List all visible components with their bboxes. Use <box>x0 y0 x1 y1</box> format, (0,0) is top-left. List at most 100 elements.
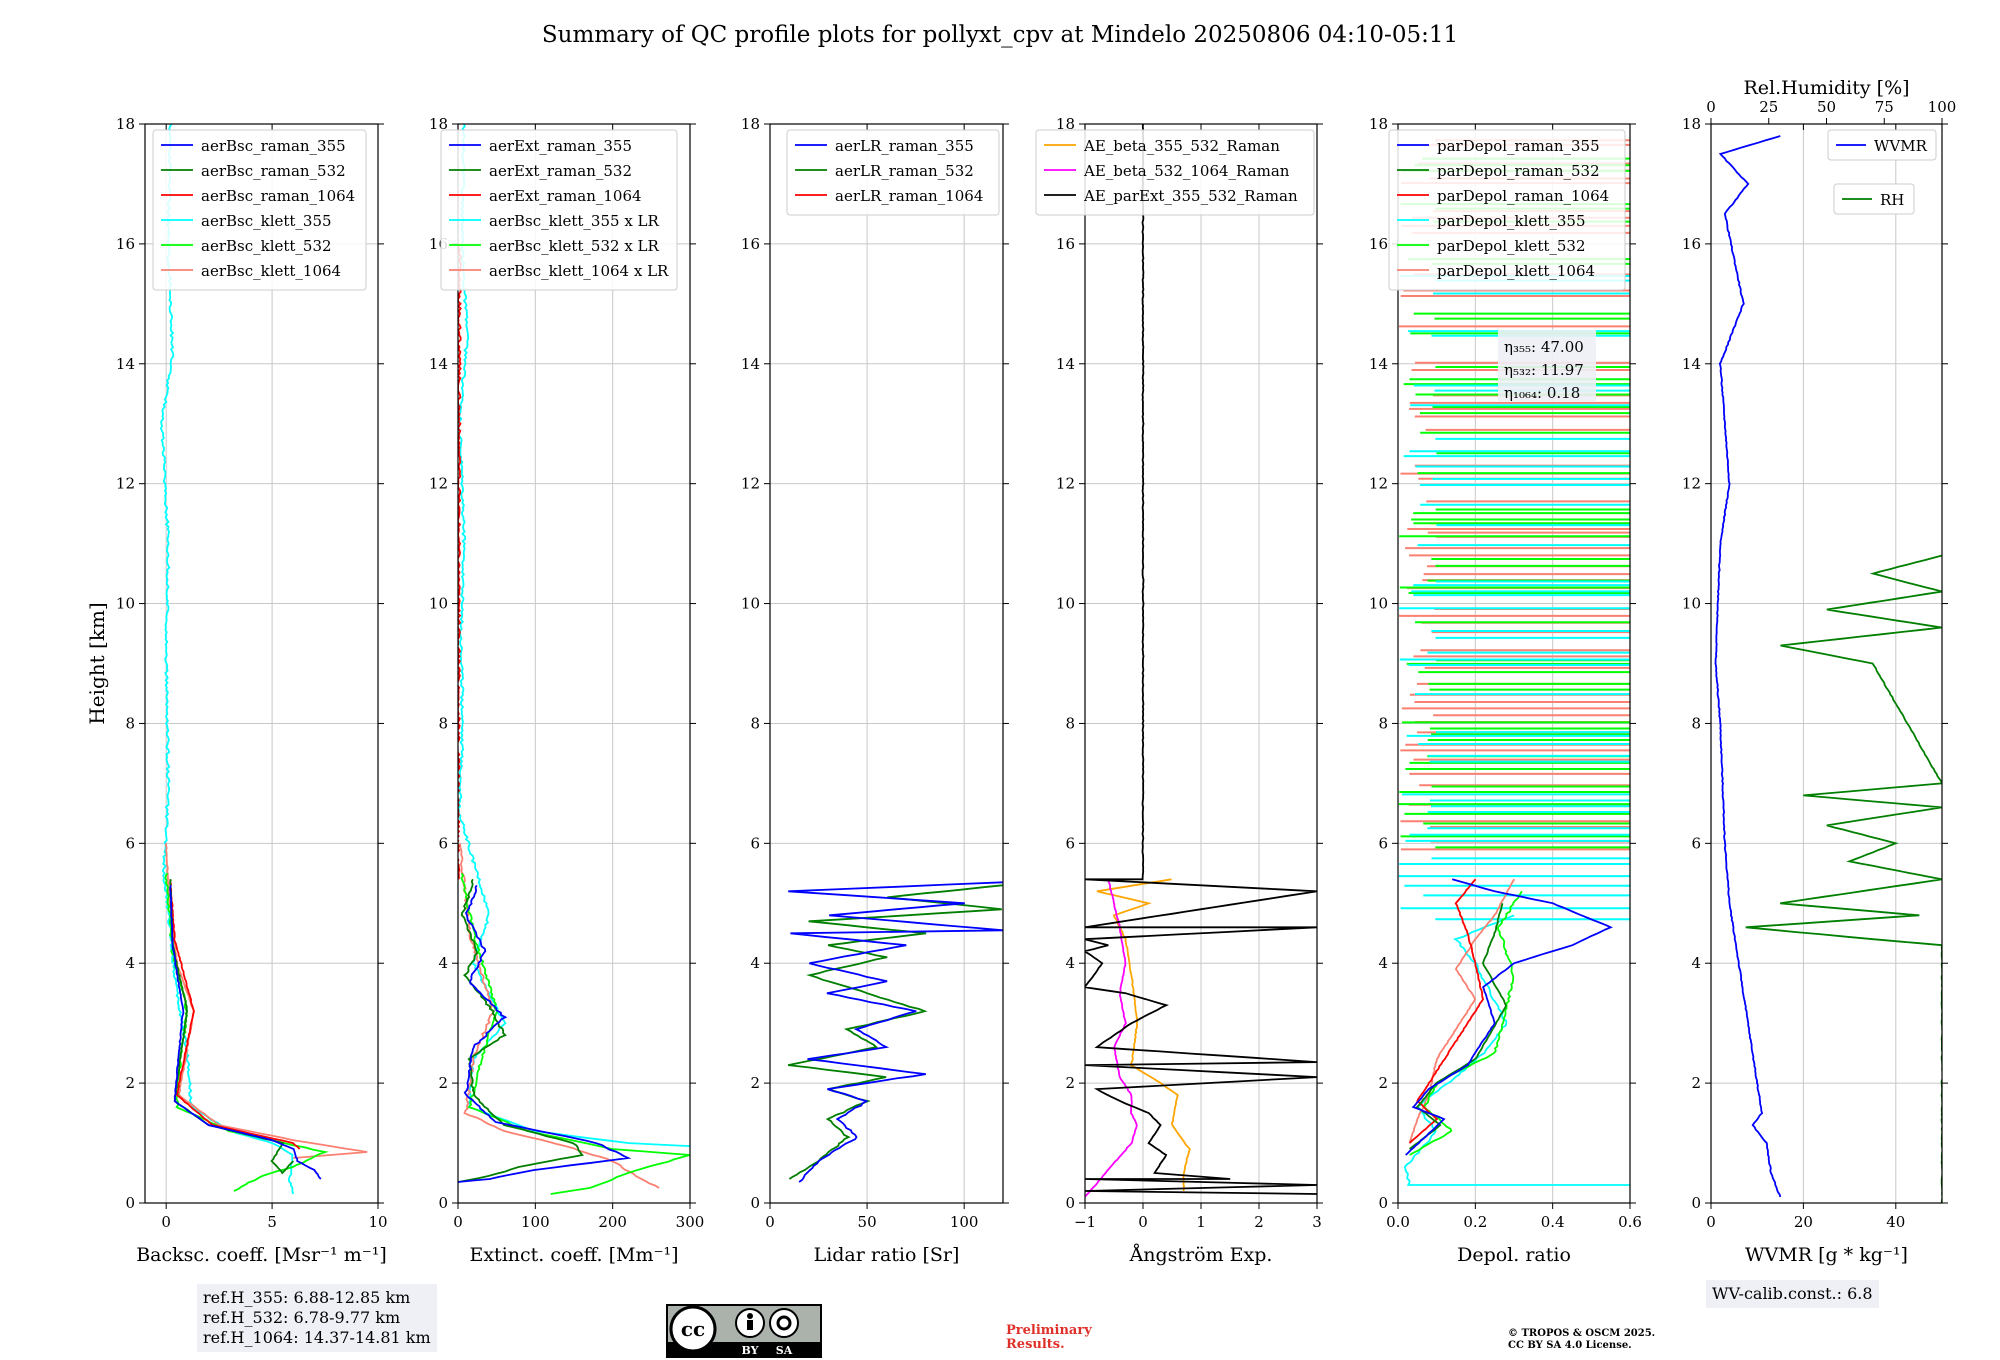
y-tick-label: 16 <box>116 235 135 253</box>
copyright-line-1: © TROPOS & OSCM 2025. <box>1508 1328 1656 1339</box>
eta-box: η₃₅₅: 47.00 η₅₃₂: 11.97 η₁₀₆₄: 0.18 <box>1498 330 1596 402</box>
y-tick-label: 2 <box>750 1074 760 1092</box>
y-tick-label: 0 <box>125 1194 135 1212</box>
series-aerBsc_klett_355 x LR <box>458 124 690 1147</box>
series-parDepol_klett_355 <box>1403 914 1630 1186</box>
legend-entry: aerLR_raman_532 <box>835 162 974 180</box>
y-tick-label: 12 <box>1369 475 1388 493</box>
legend-depol: parDepol_raman_355 parDepol_raman_532 parD… <box>1388 129 1626 291</box>
series-aerExt_raman_355 <box>458 884 632 1183</box>
y-tick-label: 10 <box>1056 595 1075 613</box>
legend-entry: RH <box>1880 191 1904 209</box>
x-axis-label: Ångström Exp. <box>1129 1244 1273 1266</box>
y-tick-label: 0 <box>438 1194 448 1212</box>
eta-value: η₁₀₆₄: 0.18 <box>1504 384 1580 402</box>
legend-entry: AE_parExt_355_532_Raman <box>1083 187 1298 205</box>
x-tick-label: 100 <box>521 1213 550 1231</box>
x-tick-label: 2 <box>1254 1213 1264 1231</box>
y-tick-label: 2 <box>1691 1074 1701 1092</box>
y-tick-label: 10 <box>429 595 448 613</box>
y-tick-label: 4 <box>125 954 135 972</box>
y-tick-label: 2 <box>1065 1074 1075 1092</box>
series-aerExt_raman_532 <box>458 878 584 1183</box>
y-tick-label: 10 <box>741 595 760 613</box>
plot-area-ext <box>458 124 690 1195</box>
x2-tick-label: 0 <box>1706 98 1716 116</box>
x-tick-label: 0 <box>1138 1213 1148 1231</box>
panel-wv: 0 20 40 0 2 4 6 8 10 12 14 16 18 WVMR [g * kg⁻¹] 0 25 50… <box>1682 77 1956 1266</box>
legend-entry: aerExt_raman_1064 <box>489 187 642 205</box>
series-parDepol_raman_355 <box>1405 878 1613 1156</box>
x-tick-label: 50 <box>858 1213 877 1231</box>
y-tick-label: 6 <box>438 834 448 852</box>
series-parDepol_raman_1064 <box>1408 878 1485 1144</box>
x2-tick-label: 100 <box>1928 98 1957 116</box>
x-axis-label: Depol. ratio <box>1457 1244 1571 1266</box>
x-tick-label: 200 <box>598 1213 627 1231</box>
y-tick-label: 14 <box>1369 355 1388 373</box>
y-tick-label: 6 <box>1378 834 1388 852</box>
x-axis-label: Extinct. coeff. [Mm⁻¹] <box>469 1244 678 1266</box>
y-tick-label: 2 <box>438 1074 448 1092</box>
x-tick-label: 20 <box>1794 1213 1813 1231</box>
legend-bsc: aerBsc_raman_355 aerBsc_raman_532 aerBsc_r… <box>152 129 367 291</box>
x-tick-label: 0 <box>453 1213 463 1231</box>
x-tick-label: 300 <box>676 1213 705 1231</box>
x2-tick-label: 50 <box>1817 98 1836 116</box>
legend-ext: aerExt_raman_355 aerExt_raman_532 aerExt_r… <box>440 129 678 291</box>
series-aerLR_raman_355 <box>788 881 1003 1183</box>
x2-tick-label: 25 <box>1759 98 1778 116</box>
y-tick-label: 18 <box>1056 115 1075 133</box>
y-tick-label: 12 <box>741 475 760 493</box>
series-AE_beta_532_1064_Raman <box>1085 879 1138 1198</box>
y-tick-label: 18 <box>741 115 760 133</box>
legend-entry: aerBsc_klett_355 <box>201 212 332 230</box>
legend-rh: RH <box>1833 183 1915 215</box>
legend-wvmr: WVMR <box>1827 129 1937 161</box>
legend-entry: aerBsc_klett_532 x LR <box>489 237 660 255</box>
x-tick-label: 0 <box>1706 1213 1716 1231</box>
y-tick-label: 16 <box>1682 235 1701 253</box>
y-tick-label: 14 <box>1682 355 1701 373</box>
x-tick-label: 40 <box>1886 1213 1905 1231</box>
copyright-note: © TROPOS & OSCM 2025. CC BY SA 4.0 Licen… <box>1508 1328 1655 1352</box>
y-tick-label: 4 <box>750 954 760 972</box>
y-axis-label: Height [km] <box>85 602 109 724</box>
y-tick-label: 4 <box>1065 954 1075 972</box>
plot-area-depol <box>1398 139 1630 1186</box>
y-tick-label: 12 <box>429 475 448 493</box>
x-tick-label: 0.0 <box>1386 1213 1410 1231</box>
figure-title: Summary of QC profile plots for pollyxt_… <box>541 22 1459 48</box>
cc-text: cc <box>681 1317 705 1341</box>
y-tick-label: 6 <box>1691 834 1701 852</box>
axes-frame <box>769 123 1004 1204</box>
y-tick-label: 18 <box>429 115 448 133</box>
series-aerBsc_raman_355 <box>169 885 322 1180</box>
y-tick-label: 6 <box>750 834 760 852</box>
y-tick-label: 10 <box>1369 595 1388 613</box>
legend-entry: parDepol_raman_355 <box>1437 137 1600 155</box>
y-tick-label: 6 <box>125 834 135 852</box>
legend-entry: parDepol_klett_532 <box>1437 237 1586 255</box>
plot-area-wv <box>1714 135 1942 1203</box>
series-RH <box>1745 554 1942 1203</box>
y-tick-label: 10 <box>116 595 135 613</box>
y-tick-label: 8 <box>125 714 135 732</box>
y-tick-label: 6 <box>1065 834 1075 852</box>
by-text: BY <box>742 1344 759 1357</box>
x-tick-label: 100 <box>950 1213 979 1231</box>
y-tick-label: 12 <box>1682 475 1701 493</box>
x-tick-label: −1 <box>1074 1213 1096 1231</box>
legend-ae: AE_beta_355_532_Raman AE_beta_532_1064_Ra… <box>1035 129 1315 216</box>
legend-entry: aerBsc_raman_355 <box>201 137 346 155</box>
legend-entry: aerBsc_klett_355 x LR <box>489 212 660 230</box>
y-tick-label: 4 <box>438 954 448 972</box>
x-tick-label: 10 <box>368 1213 387 1231</box>
y-tick-label: 8 <box>750 714 760 732</box>
ref-height-355: ref.H_355: 6.88-12.85 km <box>203 1288 411 1307</box>
wv-calibration-box: WV-calib.const.: 6.8 <box>1706 1280 1879 1308</box>
axes-frame <box>457 123 691 1204</box>
cc-by-sa-badge: cc BY SA <box>666 1304 822 1358</box>
preliminary-line-1: Preliminary <box>1006 1323 1092 1338</box>
